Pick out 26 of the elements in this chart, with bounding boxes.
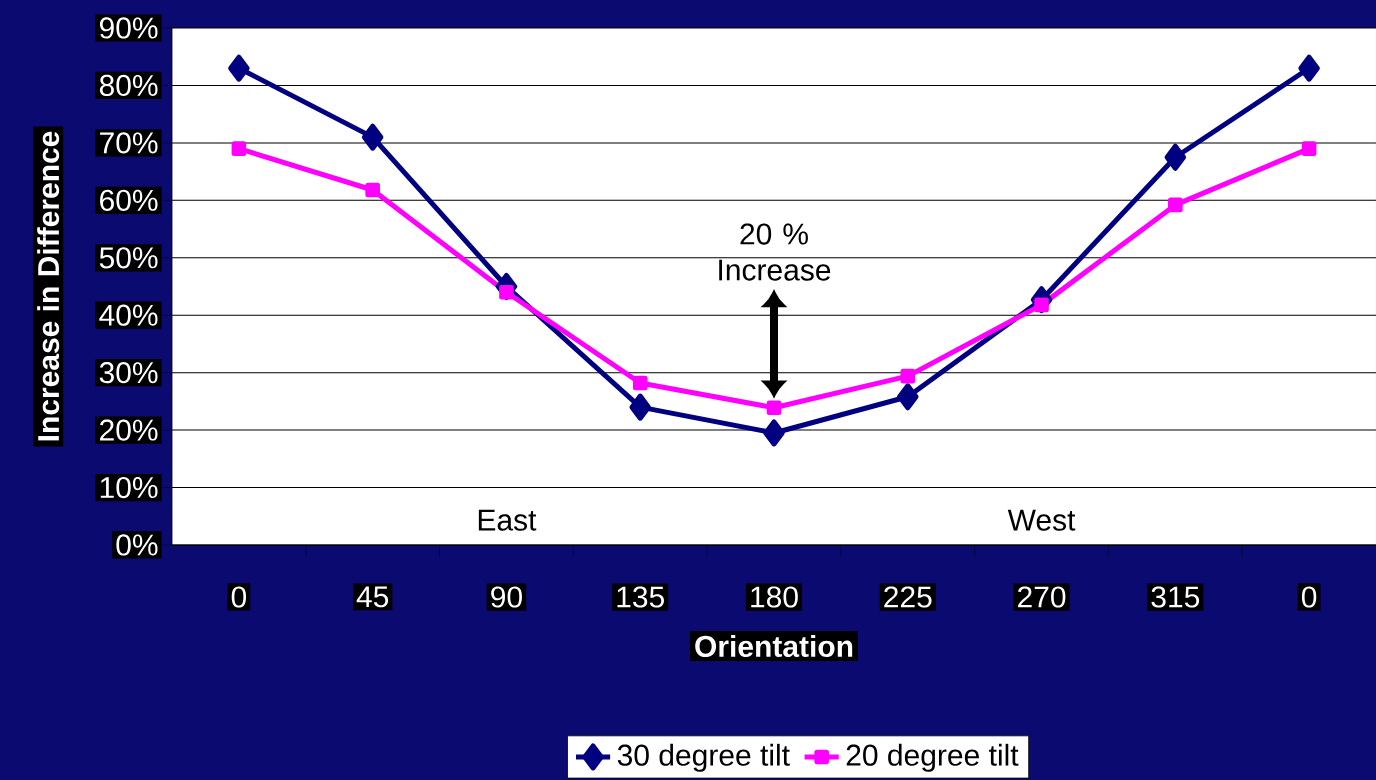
y-tick-label: 30% [99,362,158,384]
y-axis-title: Increase in Difference [37,131,60,441]
x-tick-label: 180 [751,586,798,608]
annotation: East [478,509,537,531]
legend-label: 30 degree tilt [617,743,790,772]
y-tick-label: 60% [100,189,158,211]
y-tick-label: 0% [116,534,158,556]
y-tick-label: 10% [100,476,158,499]
x-tick-label: 225 [884,586,932,608]
x-tick-label: 0 [231,586,247,608]
x-tick-label: 135 [617,586,664,608]
x-tick-label: 270 [1018,586,1066,608]
y-tick-label: 50% [99,247,158,269]
x-tick-label: 0 [1301,586,1317,608]
annotation: 20 % Increase [719,223,831,281]
y-tick-label: 70% [100,132,158,154]
y-tick-label: 90% [99,17,158,39]
x-tick-label: 45 [356,586,389,608]
x-tick-label: 90 [491,586,522,608]
x-tick-label: 315 [1151,586,1200,608]
y-tick-label: 40% [99,304,158,326]
x-axis-title: Orientation [695,635,853,658]
legend-label: 20 degree tilt [846,743,1019,772]
y-tick-label: 20% [100,419,158,441]
annotation: West [1007,509,1076,531]
y-tick-label: 80% [99,74,158,97]
